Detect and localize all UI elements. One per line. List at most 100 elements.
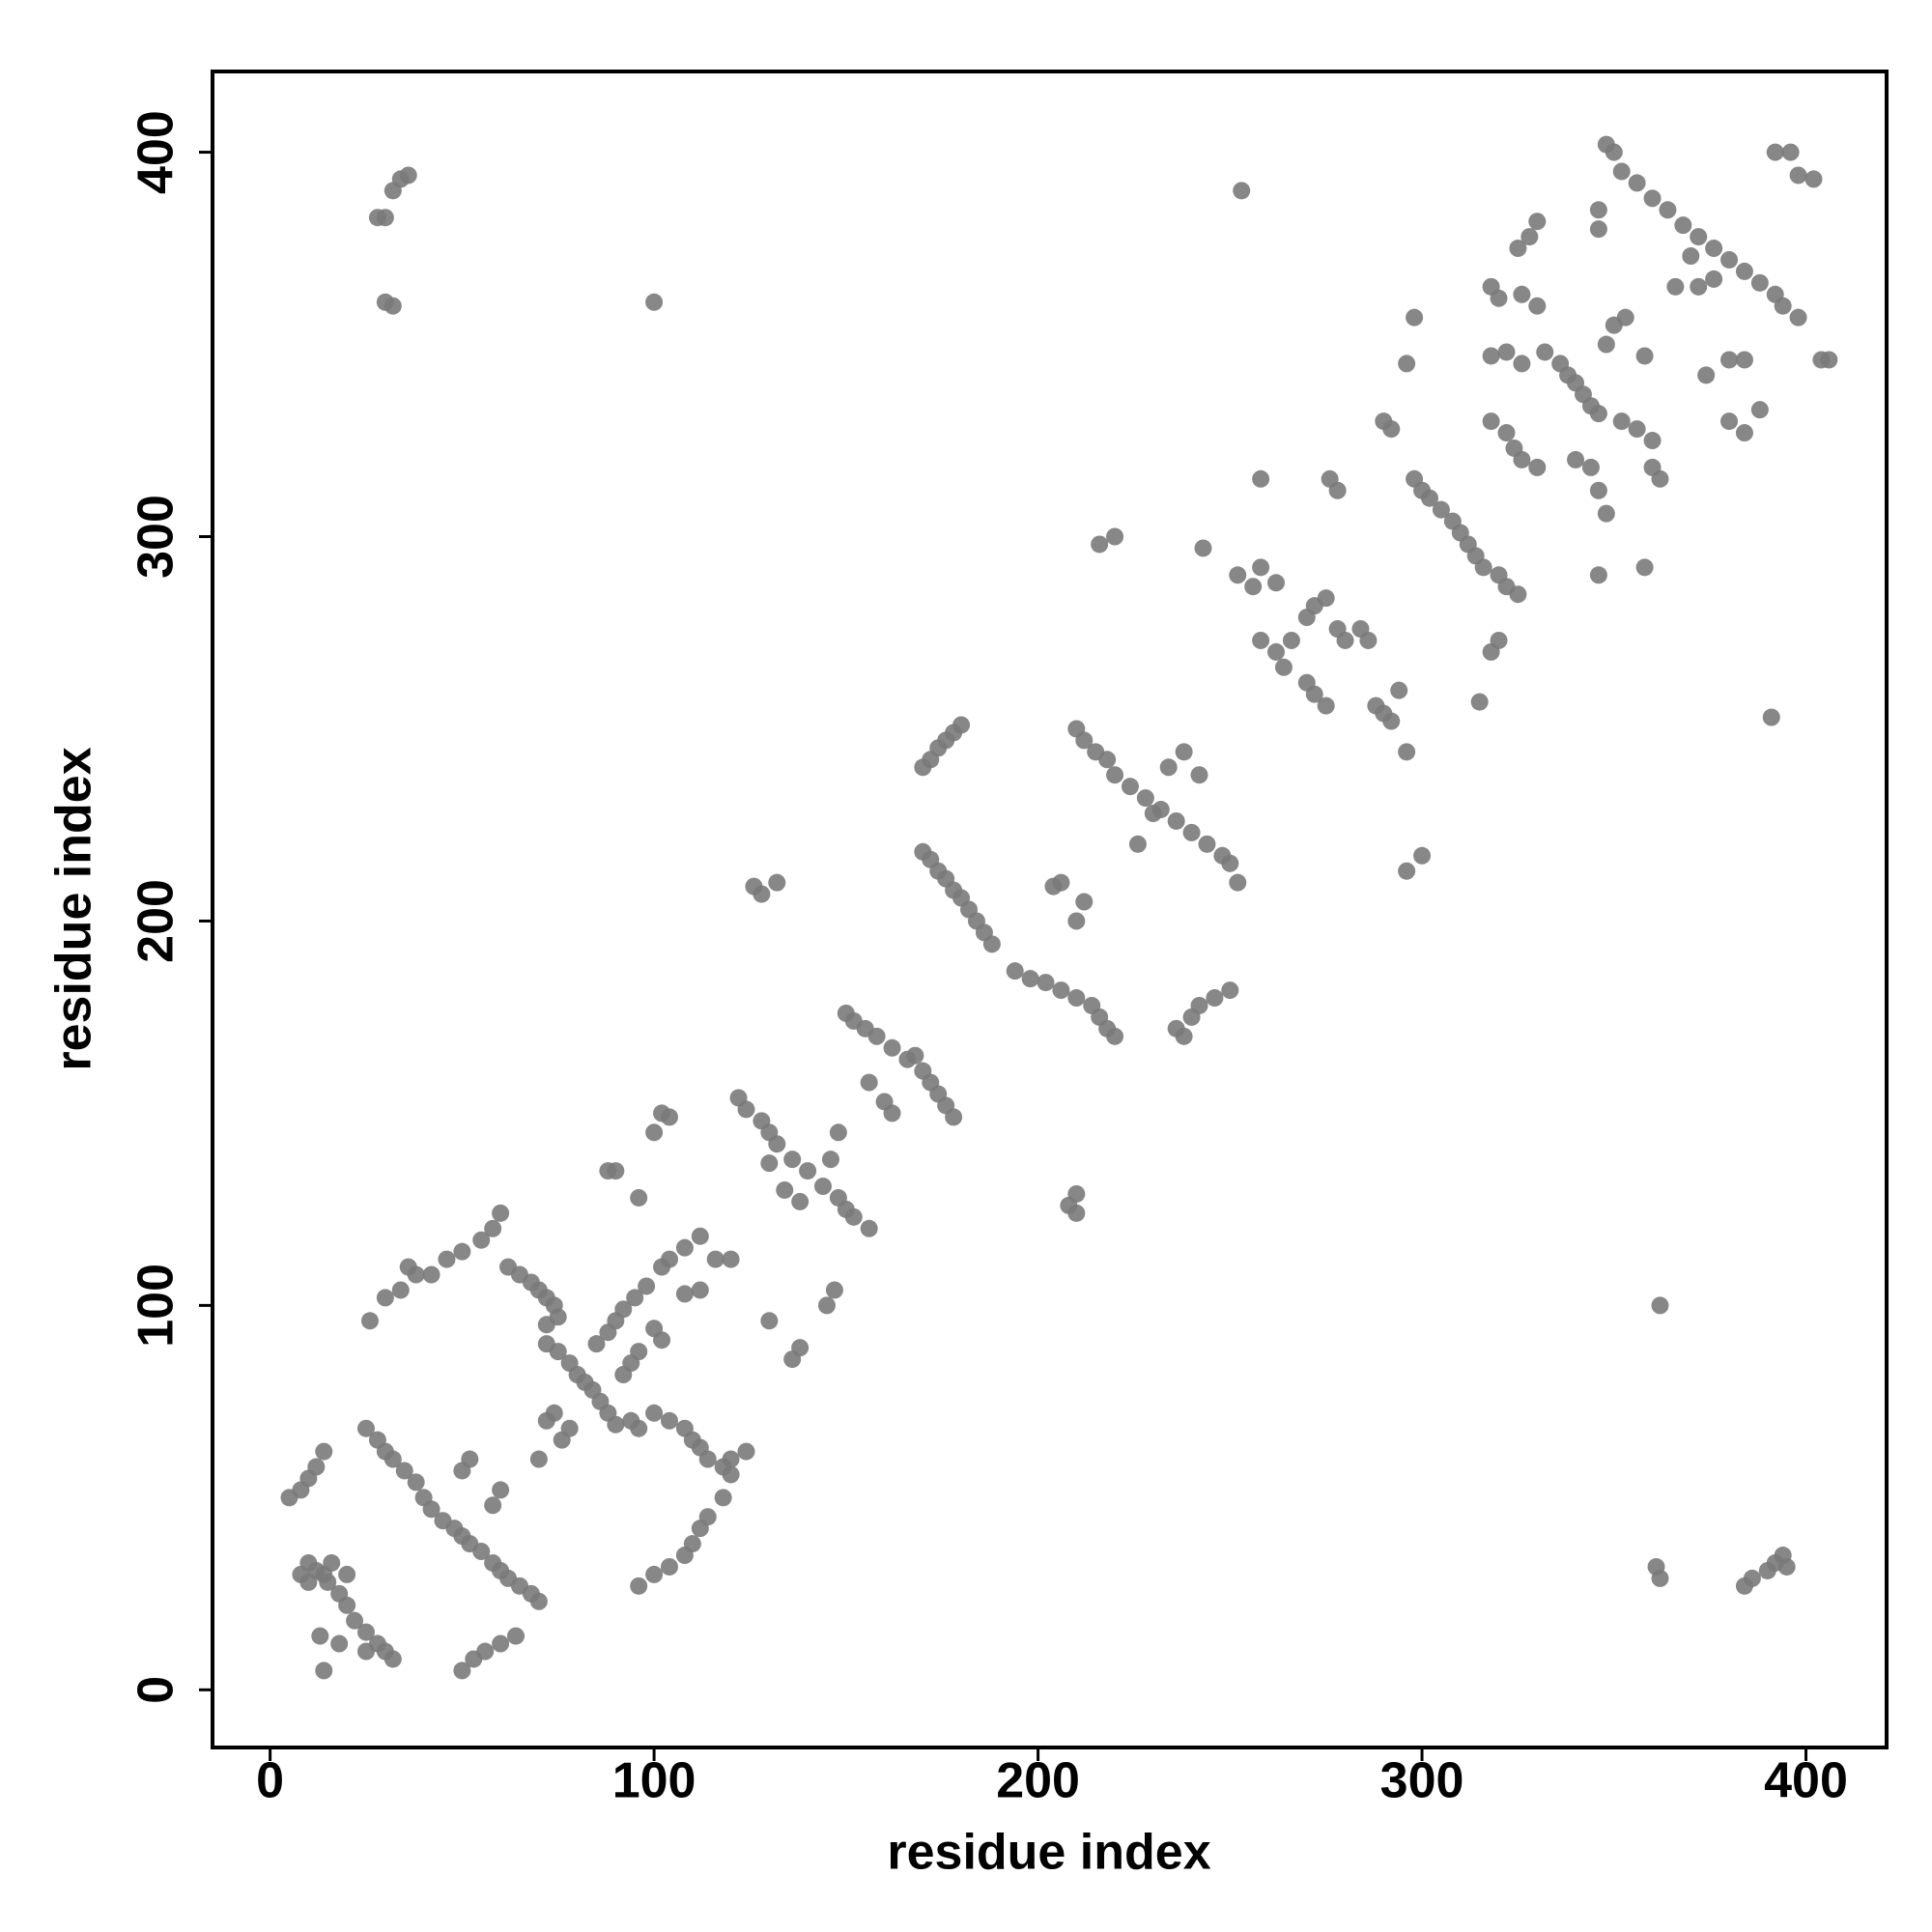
point: [683, 1535, 701, 1553]
point: [1482, 347, 1500, 365]
point: [1528, 458, 1547, 476]
point: [1612, 162, 1631, 181]
point: [1190, 766, 1208, 784]
point: [722, 1465, 740, 1484]
point: [1743, 1569, 1761, 1587]
point: [1597, 335, 1615, 354]
point: [1229, 873, 1247, 892]
point: [607, 1162, 625, 1180]
point: [1106, 527, 1124, 546]
point: [1659, 201, 1677, 219]
point: [1643, 432, 1662, 450]
point: [783, 1151, 802, 1169]
point: [1067, 1184, 1086, 1203]
point: [1194, 539, 1212, 557]
point: [422, 1265, 440, 1284]
point: [1666, 277, 1685, 296]
point: [1513, 450, 1531, 469]
point: [1750, 273, 1769, 292]
point: [1643, 189, 1662, 208]
point: [614, 1366, 633, 1384]
point: [1144, 805, 1162, 823]
point: [1589, 405, 1607, 423]
point: [760, 1312, 779, 1330]
point: [453, 1462, 471, 1480]
point: [1244, 578, 1263, 596]
point: [1705, 240, 1723, 258]
point: [1021, 970, 1039, 988]
point: [1589, 481, 1607, 499]
point: [660, 1557, 678, 1576]
y-tick-label: 300: [128, 495, 185, 579]
point: [1182, 823, 1201, 841]
point: [384, 297, 402, 315]
point: [1720, 351, 1739, 369]
point: [653, 1331, 671, 1350]
point: [626, 1289, 644, 1307]
point: [399, 1258, 417, 1276]
point: [1781, 143, 1800, 161]
point: [737, 1442, 755, 1461]
point: [1513, 355, 1531, 373]
y-tick-label: 400: [128, 110, 185, 194]
point: [472, 1543, 491, 1561]
point: [753, 885, 771, 903]
point: [883, 1104, 901, 1122]
point: [706, 1250, 724, 1268]
point: [1589, 566, 1607, 584]
point: [645, 293, 664, 311]
point: [867, 1027, 886, 1045]
point: [1470, 693, 1489, 711]
point: [395, 1462, 413, 1480]
y-axis-title: residue index: [46, 747, 102, 1070]
point: [1382, 712, 1401, 730]
point: [1777, 1557, 1796, 1576]
point: [1106, 766, 1124, 784]
point: [607, 1415, 625, 1434]
point: [323, 1553, 341, 1572]
point: [368, 209, 386, 227]
point: [1075, 893, 1094, 911]
point: [1106, 1027, 1124, 1045]
point: [1317, 696, 1335, 715]
point: [645, 1565, 664, 1583]
point: [346, 1611, 364, 1630]
y-tick-label: 0: [128, 1676, 185, 1704]
point: [883, 1038, 901, 1057]
point: [1398, 862, 1416, 880]
point: [1282, 631, 1300, 649]
point: [384, 1450, 402, 1468]
plot-frame: [211, 70, 1889, 1749]
x-tick-label: 0: [256, 1753, 284, 1809]
point: [821, 1151, 839, 1169]
point: [1720, 250, 1739, 269]
point: [1336, 631, 1354, 649]
point: [1589, 220, 1607, 239]
point: [1052, 981, 1070, 1000]
point: [660, 1250, 678, 1268]
point: [1305, 685, 1323, 703]
point: [1432, 500, 1450, 519]
point: [1175, 1027, 1193, 1045]
point: [760, 1154, 779, 1173]
point: [315, 1662, 333, 1680]
point: [1267, 574, 1286, 592]
point: [1091, 535, 1109, 554]
point: [817, 1296, 836, 1315]
point: [829, 1123, 847, 1142]
point: [614, 1300, 633, 1319]
point: [1252, 469, 1270, 488]
point: [1390, 681, 1408, 699]
point: [945, 1108, 963, 1126]
point: [472, 1231, 491, 1249]
point: [492, 1204, 510, 1222]
point: [660, 1108, 678, 1126]
point: [791, 1339, 810, 1357]
x-tick-label: 100: [612, 1753, 696, 1809]
point: [549, 1343, 567, 1361]
point: [1252, 631, 1270, 649]
point: [1705, 270, 1723, 288]
y-tick-label: 200: [128, 879, 185, 963]
point: [1766, 143, 1784, 161]
point: [311, 1627, 329, 1645]
